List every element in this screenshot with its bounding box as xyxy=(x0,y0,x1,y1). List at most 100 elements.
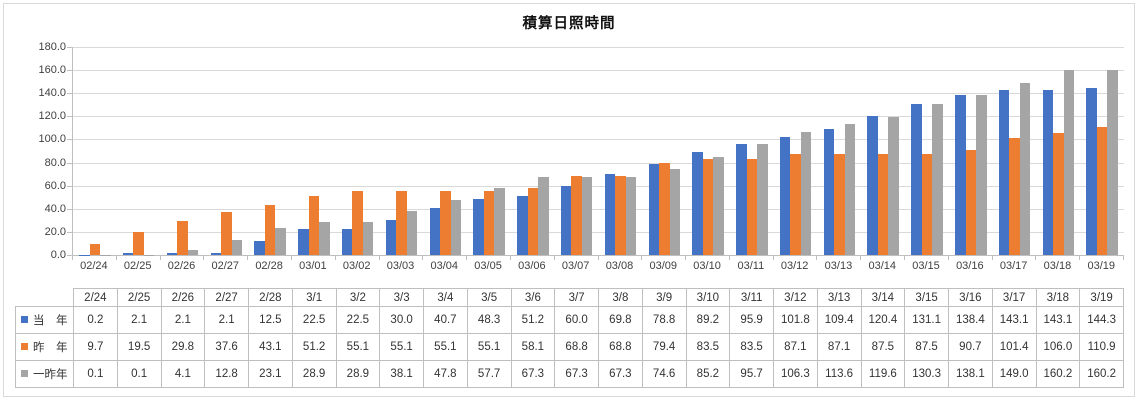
x-axis-tick xyxy=(247,256,249,260)
bar-last-year xyxy=(308,195,320,255)
bar-group xyxy=(642,47,686,255)
table-header-cell: 3/7 xyxy=(554,288,599,307)
value-cell: 9.7 xyxy=(73,333,118,361)
value-cell: 40.7 xyxy=(423,306,468,334)
x-axis-label: 03/13 xyxy=(824,260,853,272)
value-cell: 67.3 xyxy=(598,360,643,388)
bar-last-year xyxy=(877,153,889,255)
bar-last-year xyxy=(1053,132,1064,255)
value-cell: 48.3 xyxy=(466,306,512,334)
x-axis-tick xyxy=(1035,256,1037,260)
bar-two-years-ago xyxy=(319,221,330,255)
x-axis-label: 03/05 xyxy=(474,260,502,272)
bar-two-years-ago xyxy=(1063,69,1075,255)
x-axis-tick xyxy=(597,256,599,260)
value-cell: 37.6 xyxy=(204,333,249,361)
table-row-last-year: 昨 年 9.7 19.5 29.8 37.6 43.1 51.2 55.1 55.1 55.1 55… xyxy=(15,333,1124,361)
value-cell: 38.1 xyxy=(379,360,424,388)
bar-last-year xyxy=(527,187,539,255)
bar-group xyxy=(467,47,511,255)
x-axis-labels: 02/24 02/25 02/26 02/27 02/28 03/01 03/02 03/03… xyxy=(72,260,1123,272)
bar-last-year xyxy=(264,205,276,255)
x-axis-tick xyxy=(947,256,949,260)
value-cell: 87.5 xyxy=(904,333,949,361)
bar-this-year xyxy=(823,128,835,255)
table-header-cell: 3/14 xyxy=(860,288,906,307)
bar-group xyxy=(774,47,818,255)
value-cell: 160.2 xyxy=(1035,360,1081,388)
value-cell: 55.1 xyxy=(466,333,512,361)
table-corner-cell xyxy=(15,288,74,307)
x-axis-tick xyxy=(728,256,730,260)
value-cell: 2.1 xyxy=(116,306,162,334)
value-cell: 95.7 xyxy=(729,360,774,388)
y-axis-label: 160.0 xyxy=(38,64,66,77)
bar-last-year xyxy=(702,158,714,255)
bar-group xyxy=(336,47,380,255)
bar-two-years-ago xyxy=(231,240,243,255)
value-cell: 101.4 xyxy=(991,333,1037,361)
bar-this-year xyxy=(429,207,441,255)
gridline xyxy=(73,47,1124,48)
value-cell: 90.7 xyxy=(948,333,993,361)
bar-two-years-ago xyxy=(362,221,374,255)
bar-this-year xyxy=(736,144,747,255)
bar-this-year xyxy=(1086,88,1097,255)
bar-two-years-ago xyxy=(757,144,768,255)
gridline xyxy=(73,162,1124,164)
value-cell: 69.8 xyxy=(598,306,643,334)
y-axis-tick xyxy=(67,93,72,95)
chart-frame: 積算日照時間 0.0 20.0 40.0 60.0 80.0 100.0 120.0 140.… xyxy=(3,3,1135,397)
y-axis-label: 140.0 xyxy=(38,87,66,100)
value-cell: 55.1 xyxy=(379,333,424,361)
bar-last-year xyxy=(659,163,670,255)
table-header-cell: 3/15 xyxy=(904,288,949,307)
value-cell: 68.8 xyxy=(554,333,599,361)
value-cell: 68.8 xyxy=(598,333,643,361)
gridline xyxy=(73,116,1124,118)
bar-group xyxy=(423,47,467,255)
table-header-cell: 3/19 xyxy=(1079,288,1124,307)
x-axis-label: 03/02 xyxy=(342,260,371,272)
x-axis-label: 03/10 xyxy=(693,260,721,272)
y-axis-label: 20.0 xyxy=(44,225,66,238)
value-cell: 144.3 xyxy=(1079,306,1124,334)
y-axis-label: 40.0 xyxy=(44,202,66,215)
bar-this-year xyxy=(604,174,616,255)
bar-last-year xyxy=(615,175,626,255)
bar-two-years-ago xyxy=(713,156,724,255)
bar-two-years-ago xyxy=(932,104,943,255)
bar-last-year xyxy=(834,154,845,255)
x-axis-tick xyxy=(203,256,205,260)
table-header-cell: 3/16 xyxy=(948,288,993,307)
x-axis-tick xyxy=(466,256,468,260)
x-axis-label: 02/28 xyxy=(255,260,283,272)
value-cell: 12.8 xyxy=(204,360,249,388)
y-axis-tick xyxy=(67,185,72,187)
bar-group xyxy=(993,47,1037,255)
y-axis-label: 180.0 xyxy=(38,41,66,53)
value-cell: 85.2 xyxy=(685,360,731,388)
table-header-cell: 3/4 xyxy=(423,288,468,307)
y-axis-label: 120.0 xyxy=(38,110,66,123)
table-header-cell: 2/27 xyxy=(204,288,249,307)
value-cell: 19.5 xyxy=(116,333,162,361)
x-axis-tick xyxy=(115,256,117,260)
value-cell: 143.1 xyxy=(991,306,1037,334)
x-axis-tick xyxy=(334,256,336,260)
bar-group xyxy=(1037,47,1081,255)
x-axis-tick xyxy=(816,256,818,260)
bar-two-years-ago xyxy=(800,132,812,255)
value-cell: 30.0 xyxy=(379,306,424,334)
bar-last-year xyxy=(746,158,758,255)
bar-this-year xyxy=(998,89,1010,255)
value-cell: 43.1 xyxy=(248,333,293,361)
bar-group xyxy=(730,47,774,255)
bar-two-years-ago xyxy=(581,177,593,255)
value-cell: 109.4 xyxy=(816,306,862,334)
value-cell: 130.3 xyxy=(904,360,949,388)
bar-group xyxy=(599,47,643,255)
gridline xyxy=(73,185,1124,187)
y-axis-labels: 0.0 20.0 40.0 60.0 80.0 100.0 120.0 140.0 160.0 1… xyxy=(4,41,66,261)
value-cell: 12.5 xyxy=(248,306,293,334)
